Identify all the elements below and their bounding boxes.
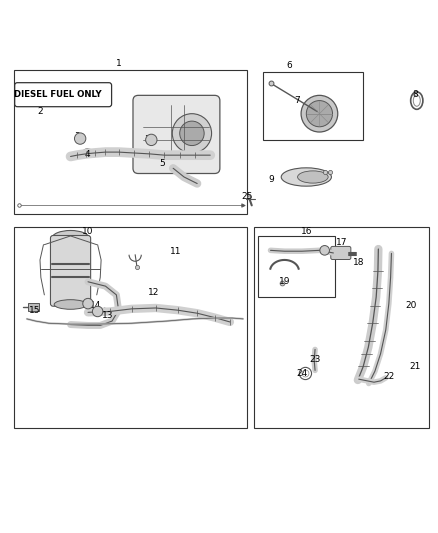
FancyBboxPatch shape <box>50 236 91 306</box>
Bar <box>258 236 335 297</box>
Text: 19: 19 <box>279 277 290 286</box>
Circle shape <box>146 134 157 146</box>
Bar <box>254 227 428 428</box>
Text: 7: 7 <box>295 96 300 105</box>
Circle shape <box>320 246 329 255</box>
Circle shape <box>301 95 338 132</box>
Ellipse shape <box>281 168 332 186</box>
Ellipse shape <box>297 171 328 183</box>
Text: 12: 12 <box>148 288 159 297</box>
Text: 17: 17 <box>336 238 347 247</box>
Text: 5: 5 <box>159 159 165 168</box>
Circle shape <box>172 114 212 153</box>
Circle shape <box>92 306 103 317</box>
Bar <box>263 72 363 140</box>
Text: 18: 18 <box>353 257 364 266</box>
Text: 13: 13 <box>102 311 113 320</box>
Text: 6: 6 <box>286 61 292 70</box>
FancyBboxPatch shape <box>331 246 351 260</box>
Ellipse shape <box>84 149 97 157</box>
Text: 3: 3 <box>144 135 150 144</box>
Ellipse shape <box>54 300 87 309</box>
Circle shape <box>306 101 332 127</box>
Text: 8: 8 <box>413 90 418 99</box>
Text: DIESEL FUEL ONLY: DIESEL FUEL ONLY <box>14 90 101 99</box>
Text: 14: 14 <box>90 301 102 310</box>
Text: 3: 3 <box>74 132 80 141</box>
Text: 10: 10 <box>82 227 94 236</box>
Text: 23: 23 <box>309 355 321 364</box>
Bar <box>28 303 39 311</box>
Polygon shape <box>96 308 109 314</box>
Ellipse shape <box>52 230 89 246</box>
Bar <box>14 227 247 428</box>
Bar <box>14 70 247 214</box>
Circle shape <box>74 133 86 144</box>
Text: 2: 2 <box>37 107 43 116</box>
Text: 21: 21 <box>410 362 421 372</box>
Text: 22: 22 <box>384 372 395 381</box>
Text: 1: 1 <box>116 59 121 68</box>
Circle shape <box>180 121 204 146</box>
Text: 25: 25 <box>242 192 253 201</box>
Circle shape <box>83 298 93 309</box>
Text: 15: 15 <box>29 305 40 314</box>
FancyBboxPatch shape <box>133 95 220 174</box>
Text: 9: 9 <box>268 175 274 184</box>
Text: 16: 16 <box>300 227 312 236</box>
Text: 24: 24 <box>297 369 307 378</box>
Text: 11: 11 <box>170 247 181 256</box>
Text: 4: 4 <box>85 150 90 159</box>
Text: 20: 20 <box>406 301 417 310</box>
